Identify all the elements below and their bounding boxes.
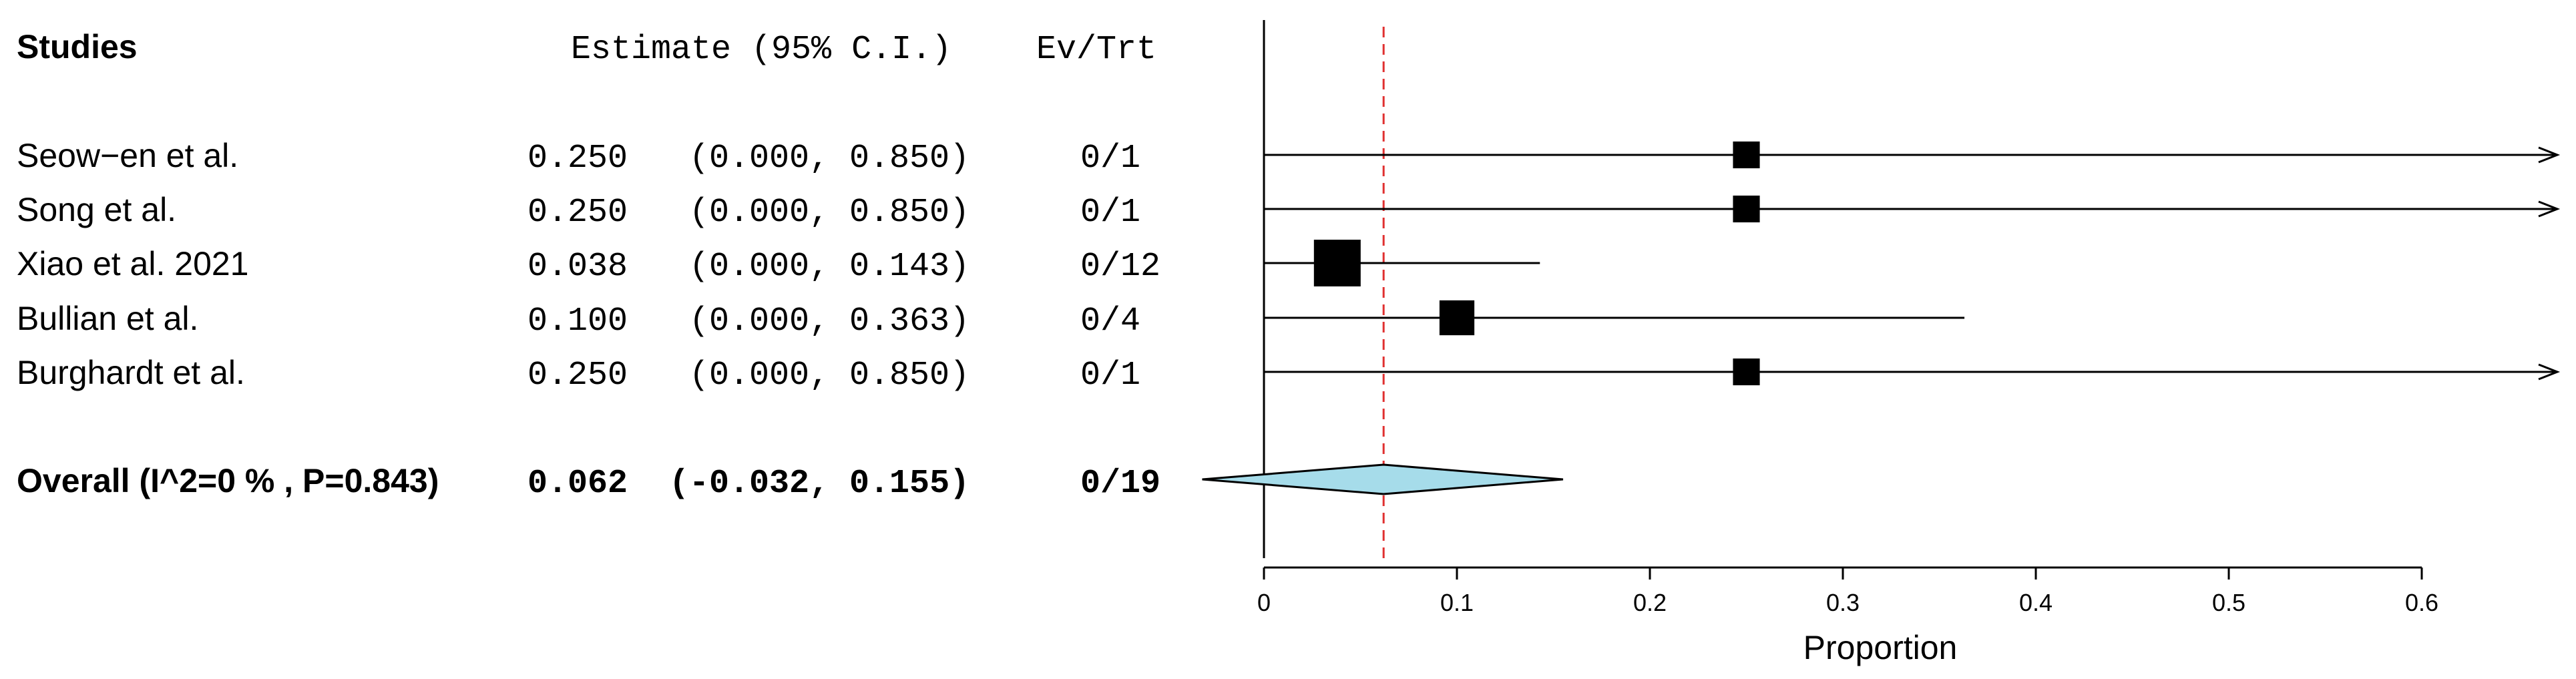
study-ci: (0.000, 0.363) bbox=[689, 302, 970, 341]
study-estimate: 0.250 bbox=[527, 194, 628, 232]
study-estimate: 0.250 bbox=[527, 140, 628, 178]
x-tick-label: 0 bbox=[1257, 589, 1271, 616]
study-events: 0/4 bbox=[1080, 302, 1140, 341]
study-label: Song et al. bbox=[17, 191, 176, 228]
study-row: Xiao et al. 2021 0.038 (0.000, 0.143) 0/… bbox=[17, 245, 1160, 286]
study-estimate: 0.038 bbox=[527, 248, 628, 286]
study-row: Seow−en et al. 0.250 (0.000, 0.850) 0/1 bbox=[17, 137, 1140, 178]
study-rows: Seow−en et al. 0.250 (0.000, 0.850) 0/1 … bbox=[17, 137, 1160, 395]
study-events: 0/1 bbox=[1080, 140, 1140, 178]
study-events: 0/1 bbox=[1080, 357, 1140, 395]
x-tick-label: 0.5 bbox=[2212, 589, 2245, 616]
study-label: Xiao et al. 2021 bbox=[17, 245, 249, 282]
x-tick-label: 0.1 bbox=[1440, 589, 1474, 616]
study-ci: (0.000, 0.850) bbox=[689, 194, 970, 232]
study-estimate: 0.100 bbox=[527, 302, 628, 341]
study-point-square bbox=[1439, 300, 1475, 336]
study-row: Burghardt et al. 0.250 (0.000, 0.850) 0/… bbox=[17, 354, 1140, 395]
x-tick-label: 0.4 bbox=[2019, 589, 2053, 616]
ci-arrow-icon bbox=[2538, 363, 2561, 381]
study-ci: (0.000, 0.143) bbox=[689, 248, 970, 286]
study-row: Song et al. 0.250 (0.000, 0.850) 0/1 bbox=[17, 191, 1140, 232]
overall-label: Overall (I^2=0 % , P=0.843) bbox=[17, 462, 439, 499]
overall-estimate: 0.062 bbox=[527, 465, 628, 503]
overall-events: 0/19 bbox=[1080, 465, 1160, 503]
overall-ci: (-0.032, 0.155) bbox=[669, 465, 970, 503]
ci-arrow-icon bbox=[2538, 200, 2561, 218]
header-estimate: Estimate (95% C.I.) bbox=[571, 31, 951, 69]
plot-area: 0 0.1 0.2 0.3 0.4 0.5 0.6 bbox=[1202, 20, 2561, 616]
study-events: 0/12 bbox=[1080, 248, 1160, 286]
study-events: 0/1 bbox=[1080, 194, 1140, 232]
study-label: Seow−en et al. bbox=[17, 137, 238, 174]
x-tick-label: 0.6 bbox=[2405, 589, 2438, 616]
study-point-square bbox=[1733, 358, 1760, 386]
header-studies: Studies bbox=[17, 28, 138, 65]
x-axis-title: Proportion bbox=[1803, 629, 1958, 666]
ci-arrow-icon bbox=[2538, 146, 2561, 164]
study-row: Bullian et al. 0.100 (0.000, 0.363) 0/4 bbox=[17, 300, 1140, 341]
x-tick-label: 0.2 bbox=[1633, 589, 1667, 616]
study-point-square bbox=[1733, 141, 1760, 169]
study-point-square bbox=[1733, 195, 1760, 223]
overall-diamond bbox=[1202, 463, 1564, 495]
x-tick-label: 0.3 bbox=[1826, 589, 1860, 616]
study-point-square bbox=[1313, 240, 1361, 286]
study-label: Bullian et al. bbox=[17, 300, 198, 337]
overall-row: Overall (I^2=0 % , P=0.843) 0.062 (-0.03… bbox=[17, 462, 1160, 503]
study-ci: (0.000, 0.850) bbox=[689, 357, 970, 395]
header-events: Ev/Trt bbox=[1036, 31, 1156, 69]
study-label: Burghardt et al. bbox=[17, 354, 245, 391]
study-estimate: 0.250 bbox=[527, 357, 628, 395]
study-ci: (0.000, 0.850) bbox=[689, 140, 970, 178]
